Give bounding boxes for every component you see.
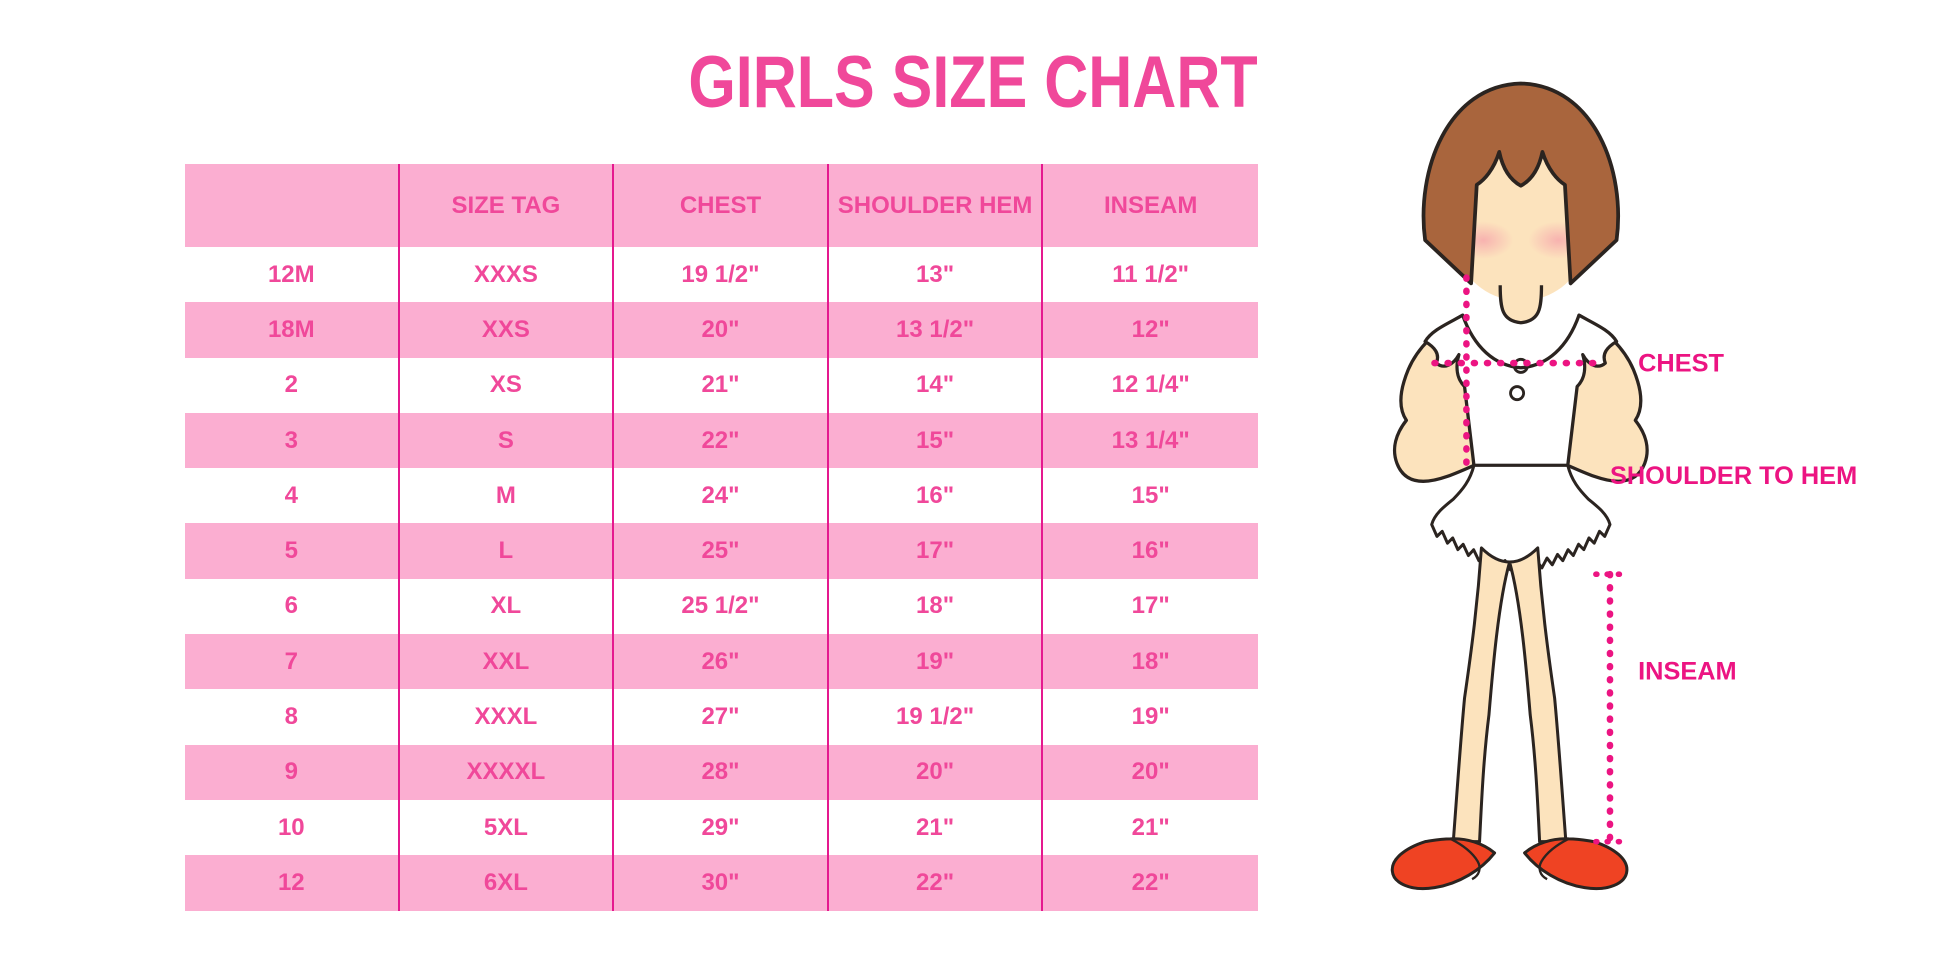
- svg-text:CHEST: CHEST: [1638, 350, 1724, 378]
- svg-text:INSEAM: INSEAM: [1638, 657, 1737, 685]
- svg-text:SHOULDER TO HEM: SHOULDER TO HEM: [1610, 462, 1857, 490]
